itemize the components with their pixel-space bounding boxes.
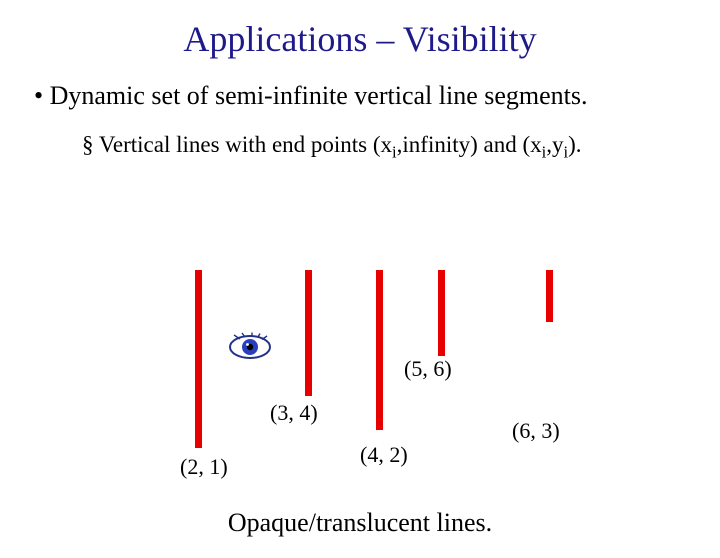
coord-label-3: (6, 3) [512,418,560,444]
vertical-line-1 [195,270,202,448]
b2-part1: Vertical lines with end points (x [99,132,392,157]
coord-label-4: (4, 2) [360,442,408,468]
coord-label-2: (3, 4) [270,400,318,426]
visibility-diagram: (5, 6) (3, 4) (6, 3) (4, 2) (2, 1) [0,270,720,500]
eye-icon [228,332,272,362]
vertical-line-3 [376,270,383,430]
page-title: Applications – Visibility [0,18,720,60]
b2-part2: ,infinity) and (x [397,132,542,157]
vertical-line-4 [438,270,445,356]
coord-label-5: (2, 1) [180,454,228,480]
b2-part4: ). [568,132,581,157]
vertical-line-2 [305,270,312,396]
coord-label-1: (5, 6) [404,356,452,382]
vertical-line-5 [546,270,553,322]
bullet-vertical-lines: Vertical lines with end points (xi,infin… [82,131,690,163]
diagram-caption: Opaque/translucent lines. [0,508,720,538]
bullet-dynamic-set: Dynamic set of semi-infinite vertical li… [34,80,690,113]
b2-part3: ,y [546,132,563,157]
